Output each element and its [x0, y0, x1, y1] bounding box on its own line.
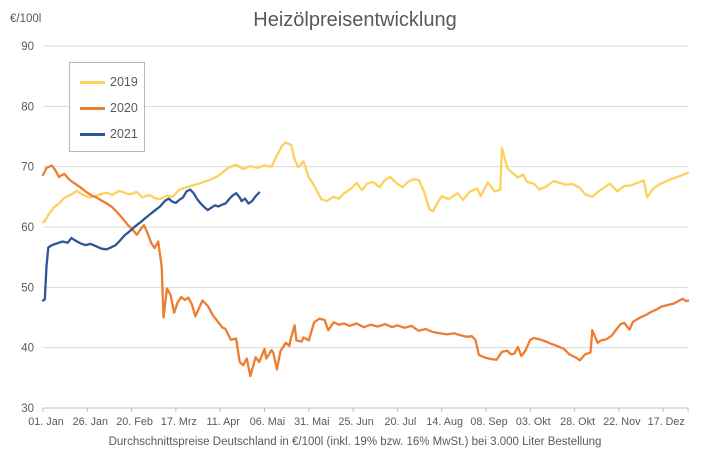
y-tick-label-30: 30	[21, 403, 34, 415]
legend-label-2021: 2021	[110, 127, 138, 141]
y-tick-label-90: 90	[21, 41, 34, 53]
x-tick-label-20. Jul: 20. Jul	[384, 416, 416, 428]
series-line-2019	[41, 141, 690, 224]
legend-swatch-2021	[80, 132, 105, 136]
series-line-2021	[41, 188, 261, 302]
x-tick-label-01. Jan: 01. Jan	[28, 416, 63, 428]
legend-swatch-2019	[80, 80, 105, 84]
x-tick-label-17. Dez: 17. Dez	[648, 416, 685, 428]
x-tick-label-26. Jan: 26. Jan	[73, 416, 108, 428]
x-tick-label-25. Jun: 25. Jun	[338, 416, 373, 428]
x-tick-label-06. Mai: 06. Mai	[250, 416, 285, 428]
chart-title: Heizölpreisentwicklung	[253, 9, 457, 31]
y-tick-label-50: 50	[21, 282, 34, 294]
legend-item-2021: 2021	[80, 121, 144, 147]
x-tick-label-20. Feb: 20. Feb	[116, 416, 153, 428]
legend-item-2019: 2019	[80, 69, 144, 95]
chart-footnote: Durchschnittspreise Deutschland in €/100…	[108, 436, 602, 448]
legend-item-2020: 2020	[80, 95, 144, 121]
y-axis-unit-label: €/100l	[10, 13, 42, 25]
x-tick-label-11. Apr: 11. Apr	[206, 416, 240, 428]
y-tick-label-40: 40	[21, 343, 34, 355]
x-tick-label-03. Okt: 03. Okt	[516, 416, 551, 428]
y-tick-label-70: 70	[21, 162, 34, 174]
x-tick-label-08. Sep: 08. Sep	[470, 416, 507, 428]
legend-swatch-2020	[80, 106, 105, 110]
x-tick-label-14. Aug: 14. Aug	[426, 416, 463, 428]
x-tick-label-28. Okt: 28. Okt	[560, 416, 595, 428]
y-tick-label-60: 60	[21, 222, 34, 234]
y-tick-label-80: 80	[21, 101, 34, 113]
legend-label-2020: 2020	[110, 101, 138, 115]
x-tick-label-22. Nov: 22. Nov	[603, 416, 641, 428]
series-line-2020	[41, 164, 690, 378]
chart-legend: 2019 2020 2021	[69, 62, 145, 152]
x-tick-label-17. Mrz: 17. Mrz	[161, 416, 197, 428]
x-tick-label-31. Mai: 31. Mai	[294, 416, 329, 428]
legend-label-2019: 2019	[110, 75, 138, 89]
